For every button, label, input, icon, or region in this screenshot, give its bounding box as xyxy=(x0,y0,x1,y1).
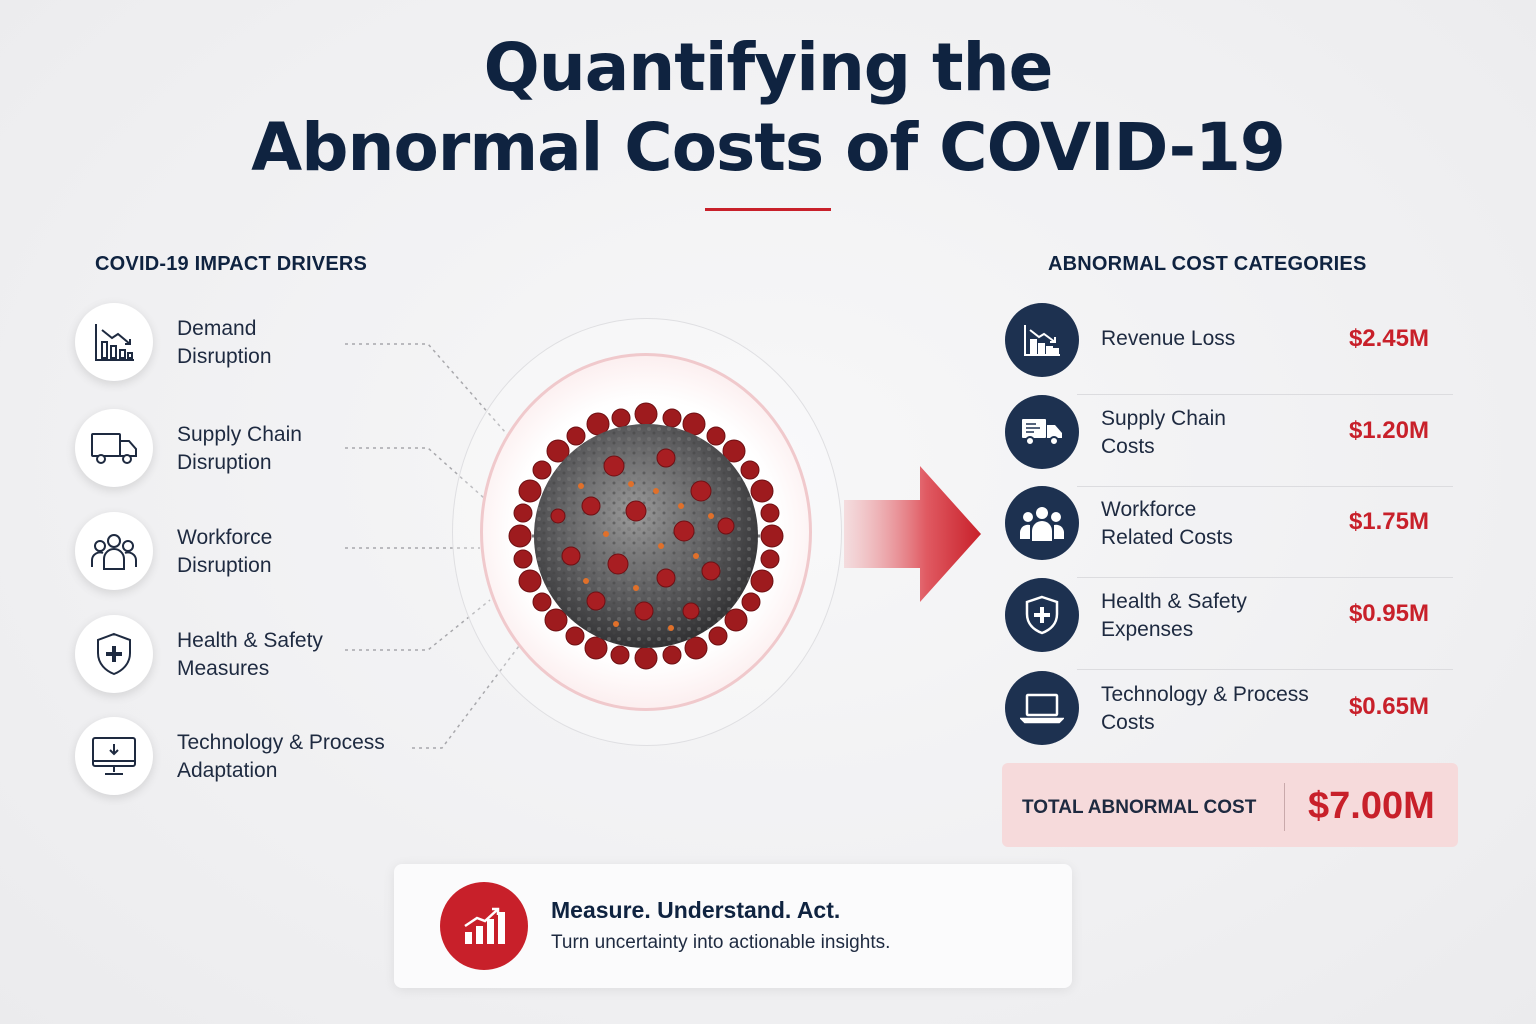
costs-heading: ABNORMAL COST CATEGORIES xyxy=(1048,253,1367,275)
bar-chart-icon xyxy=(440,882,528,970)
cost-label-line1: Technology & Process xyxy=(1101,683,1309,706)
cost-value: $2.45M xyxy=(1348,325,1429,352)
declining-chart-icon xyxy=(1005,303,1079,377)
total-value: $7.00M xyxy=(1308,785,1435,827)
cost-row-workforce: Workforce Related Costs $1.75M xyxy=(1005,486,1453,578)
row-divider xyxy=(1077,486,1453,487)
drivers-heading: COVID-19 IMPACT DRIVERS xyxy=(95,253,368,275)
total-cost-box: TOTAL ABNORMAL COST $7.00M xyxy=(1002,763,1458,847)
cost-label-line2: Related Costs xyxy=(1101,526,1233,549)
page-title: Quantifying the Abnormal Costs of COVID-… xyxy=(0,28,1536,188)
cost-row-technology-process: Technology & Process Costs $0.65M xyxy=(1005,671,1453,763)
coronavirus-icon xyxy=(508,402,784,670)
total-label: TOTAL ABNORMAL COST xyxy=(1022,797,1257,818)
laptop-icon xyxy=(1005,671,1079,745)
cost-label-line1: Revenue Loss xyxy=(1101,327,1236,350)
callout-card: Measure. Understand. Act. Turn uncertain… xyxy=(394,864,1072,988)
driver-workforce-disruption: Workforce Disruption xyxy=(75,512,435,592)
cost-row-supply-chain: Supply Chain Costs $1.20M xyxy=(1005,395,1453,487)
driver-label-line2: Measures xyxy=(177,657,270,680)
cost-row-health-safety: Health & Safety Expenses $0.95M xyxy=(1005,578,1453,670)
cost-row-revenue-loss: Revenue Loss $2.45M xyxy=(1005,303,1453,395)
title-line-2: Abnormal Costs of COVID-19 xyxy=(251,109,1286,186)
driver-demand-disruption: Demand Disruption xyxy=(75,303,435,383)
driver-label-line1: Supply Chain xyxy=(177,423,302,446)
driver-supply-chain-disruption: Supply Chain Disruption xyxy=(75,409,435,489)
driver-label-line2: Adaptation xyxy=(177,759,278,782)
row-divider xyxy=(1077,669,1453,670)
title-underline xyxy=(705,208,831,211)
driver-label-line1: Health & Safety xyxy=(177,629,323,652)
shield-plus-icon xyxy=(75,615,153,693)
callout-headline: Measure. Understand. Act. xyxy=(551,897,841,923)
cost-label-line1: Health & Safety xyxy=(1101,590,1247,613)
cost-value: $1.75M xyxy=(1348,508,1429,535)
shield-plus-icon xyxy=(1005,578,1079,652)
truck-icon xyxy=(75,409,153,487)
row-divider xyxy=(1077,577,1453,578)
driver-label-line2: Disruption xyxy=(177,554,272,577)
people-group-icon xyxy=(75,512,153,590)
cost-label-line2: Expenses xyxy=(1101,618,1194,641)
row-divider xyxy=(1077,394,1453,395)
cost-label-line2: Costs xyxy=(1101,711,1155,734)
driver-label-line1: Technology & Process xyxy=(177,731,385,754)
transition-arrow-icon xyxy=(844,466,981,602)
driver-label-line2: Disruption xyxy=(177,451,272,474)
driver-label-line2: Disruption xyxy=(177,345,272,368)
title-line-1: Quantifying the xyxy=(483,29,1054,106)
truck-icon xyxy=(1005,395,1079,469)
total-divider xyxy=(1284,783,1285,831)
callout-subtext: Turn uncertainty into actionable insight… xyxy=(551,932,891,953)
people-group-icon xyxy=(1005,486,1079,560)
cost-label-line1: Workforce xyxy=(1101,498,1197,521)
cost-value: $0.65M xyxy=(1348,693,1429,720)
monitor-icon xyxy=(75,717,153,795)
cost-value: $1.20M xyxy=(1348,417,1429,444)
declining-chart-icon xyxy=(75,303,153,381)
driver-label-line1: Demand xyxy=(177,317,257,340)
driver-health-safety-measures: Health & Safety Measures xyxy=(75,615,435,695)
cost-value: $0.95M xyxy=(1348,600,1429,627)
cost-label-line1: Supply Chain xyxy=(1101,407,1226,430)
driver-technology-process-adaptation: Technology & Process Adaptation xyxy=(75,717,435,797)
cost-label-line2: Costs xyxy=(1101,435,1155,458)
driver-label-line1: Workforce xyxy=(177,526,273,549)
